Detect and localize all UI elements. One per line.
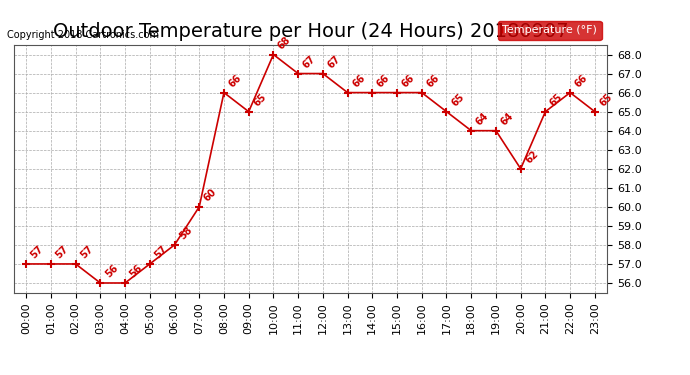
Text: 56: 56 [103, 263, 120, 279]
Text: 60: 60 [202, 187, 219, 203]
Text: 57: 57 [29, 244, 46, 260]
Text: 68: 68 [276, 34, 293, 51]
Text: 65: 65 [449, 92, 466, 108]
Text: 66: 66 [375, 72, 392, 89]
Text: 66: 66 [351, 72, 367, 89]
Text: 57: 57 [152, 244, 169, 260]
Text: 57: 57 [79, 244, 95, 260]
Text: 64: 64 [499, 111, 515, 127]
Text: 67: 67 [326, 53, 342, 70]
Text: 65: 65 [251, 92, 268, 108]
Text: 57: 57 [54, 244, 70, 260]
Text: 62: 62 [524, 148, 540, 165]
Text: 66: 66 [424, 72, 441, 89]
Title: Outdoor Temperature per Hour (24 Hours) 20180907: Outdoor Temperature per Hour (24 Hours) … [52, 22, 569, 40]
Text: 67: 67 [301, 53, 317, 70]
Text: 58: 58 [177, 225, 194, 242]
Legend: Temperature (°F): Temperature (°F) [498, 21, 602, 40]
Text: 66: 66 [227, 72, 244, 89]
Text: 66: 66 [573, 72, 589, 89]
Text: Copyright 2018 Cartronics.com: Copyright 2018 Cartronics.com [7, 30, 159, 40]
Text: 65: 65 [548, 92, 565, 108]
Text: 65: 65 [598, 92, 614, 108]
Text: 66: 66 [400, 72, 417, 89]
Text: 56: 56 [128, 263, 144, 279]
Text: 64: 64 [474, 111, 491, 127]
